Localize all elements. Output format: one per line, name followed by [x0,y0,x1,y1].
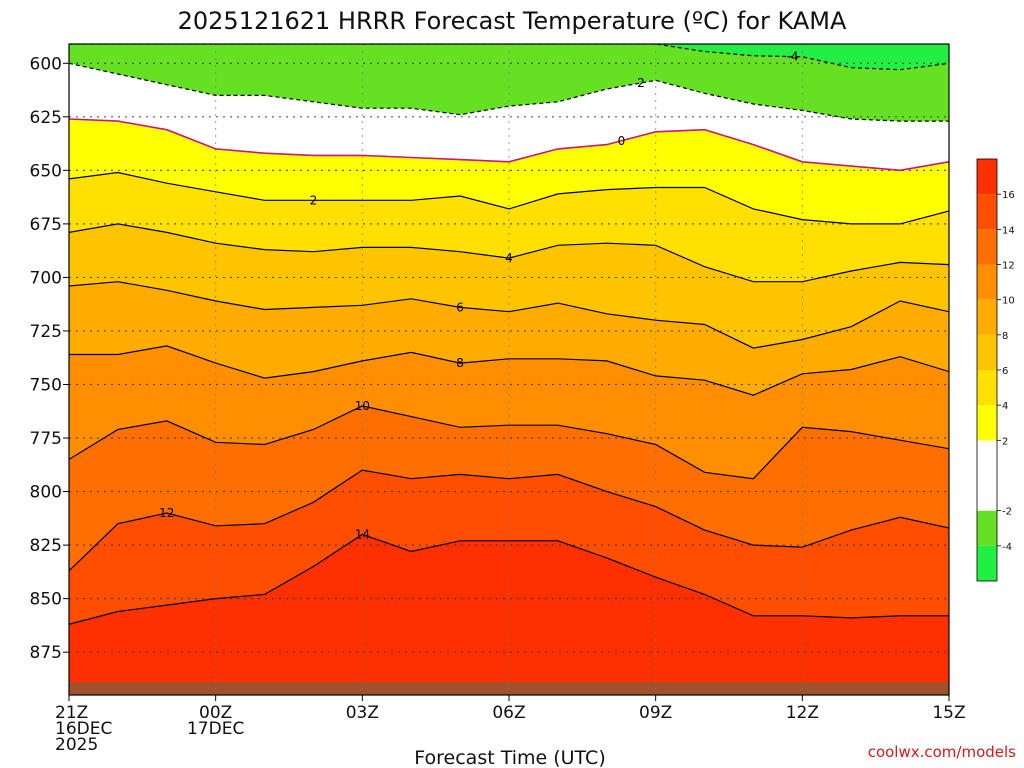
colorbar-label--2: -2 [1002,507,1012,518]
contour-line-12 [69,469,949,572]
contour-line-4 [69,223,949,283]
y-tick-label-650: 650 [30,161,62,181]
x-tick-label-12-0: 09Z [639,703,672,723]
colorbar-label-4: 4 [1002,401,1008,412]
y-tick-label-800: 800 [30,483,62,503]
colorbar-label-8: 8 [1002,331,1008,342]
colorbar-label-10: 10 [1002,296,1015,307]
contour-line-0 [69,118,949,172]
colorbar-label-12: 12 [1002,261,1015,272]
colorbar-bin--2 [977,440,997,511]
colorbar-bin-16 [977,159,997,195]
contour-line--2 [69,62,949,122]
y-tick-label-825: 825 [30,536,62,556]
x-tick-label-3-0: 00Z [199,703,232,723]
x-tick-label-6-0: 03Z [346,703,379,723]
colorbar-bin-4 [977,370,997,406]
contour-label-4: 4 [505,251,513,265]
contour-line-14 [69,533,949,625]
x-tick-label-0-2: 2025 [55,735,98,755]
contour-line-10 [69,405,949,480]
x-tick-label-0-0: 21Z [55,703,88,723]
y-tick-label-675: 675 [30,215,62,235]
colorbar-label-2: 2 [1002,436,1008,447]
colorbar-bin-6 [977,334,997,370]
y-tick-label-775: 775 [30,429,62,449]
contour-label-10: 10 [355,399,370,413]
credit-link[interactable]: coolwx.com/models [868,743,1016,761]
y-tick-label-700: 700 [30,268,62,288]
plot-area [69,44,949,695]
contour-label-14: 14 [355,527,370,541]
contour-label--2: 2 [637,76,645,90]
colorbar-bin--4 [977,510,997,546]
y-tick-label-725: 725 [30,322,62,342]
contour-lines: -4 2 0 2 4 6 8 10 12 14 [69,44,949,625]
contour-label-2: 2 [310,193,318,207]
colorbar-label-16: 16 [1002,190,1015,201]
chart-title: 2025121621 HRRR Forecast Temperature (ºC… [178,7,847,35]
x-tick-label-3-1: 17DEC [187,719,244,739]
colorbar-bin-8 [977,299,997,335]
contour-label-12: 12 [159,506,174,520]
contour-label-0: 0 [618,134,626,148]
colorbar-label-14: 14 [1002,225,1015,236]
band-fill--4 [69,44,949,70]
x-tick-label-0-1: 16DEC [55,719,112,739]
colorbar-bin-12 [977,229,997,265]
x-tick-label-9-0: 06Z [492,703,525,723]
y-tick-label-600: 600 [30,54,62,74]
colorbar: -4 -2 2 4 6 8 10 12 14 16 [976,158,1015,582]
colorbar-bin-10 [977,264,997,300]
y-tick-label-850: 850 [30,590,62,610]
contour-label--4: -4 [787,50,799,64]
colorbar-bin-14 [977,194,997,230]
y-tick-label-875: 875 [30,643,62,663]
x-axis-label: Forecast Time (UTC) [414,747,605,768]
colorbar-bin-2 [977,405,997,441]
colorbar-label-6: 6 [1002,366,1008,377]
contour-line-8 [69,345,949,396]
y-axis: 600 625 650 675 700 725 750 775 800 825 850 875 [30,54,69,663]
contour-label-8: 8 [456,356,464,370]
colorbar-label--4: -4 [1002,542,1012,553]
y-tick-label-750: 750 [30,375,62,395]
contour-line-6 [69,281,949,349]
x-tick-label-15-0: 12Z [786,703,819,723]
x-tick-label-18-0: 15Z [932,703,965,723]
colorbar-bin--6 [977,545,997,581]
contour-label-6: 6 [456,300,464,314]
y-tick-label-625: 625 [30,108,62,128]
contour-line-2 [69,171,949,225]
band-fill--2 [69,44,949,122]
